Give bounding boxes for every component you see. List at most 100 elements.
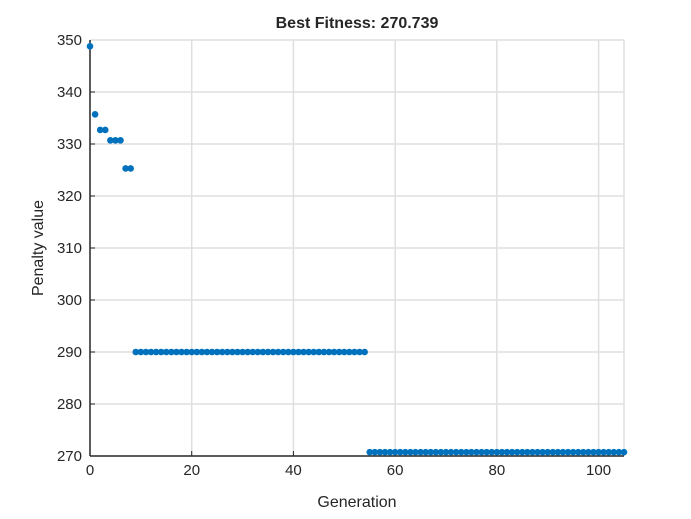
data-point [585, 448, 592, 456]
x-tick-label: 100 [586, 462, 611, 479]
data-point [478, 448, 485, 456]
data-point [346, 348, 353, 356]
data-point [361, 348, 368, 356]
data-point [117, 137, 124, 144]
data-point [412, 448, 419, 456]
data-points [86, 42, 628, 456]
data-point [529, 448, 536, 456]
data-point [468, 448, 475, 456]
data-point [483, 448, 490, 456]
data-point [539, 448, 546, 456]
data-point [427, 448, 435, 456]
x-axis-label: Generation [317, 494, 396, 511]
data-point [488, 448, 496, 456]
data-point [274, 348, 282, 356]
data-point [249, 348, 257, 356]
data-point [300, 348, 307, 356]
data-point [549, 448, 557, 456]
data-point [442, 448, 450, 456]
chart-title: Best Fitness: 270.739 [276, 15, 439, 32]
data-point [198, 348, 206, 356]
data-point [147, 348, 155, 356]
data-point [285, 348, 292, 356]
y-tick-label: 340 [57, 84, 82, 101]
x-tick-label: 0 [86, 462, 94, 479]
data-point [544, 448, 552, 456]
data-point [569, 448, 577, 456]
data-point [244, 348, 251, 356]
y-axis-label: Penalty value [30, 200, 47, 296]
data-point [452, 448, 460, 456]
y-tick-label: 280 [57, 396, 82, 413]
data-point [366, 448, 374, 456]
data-point [503, 448, 511, 456]
data-point [371, 448, 379, 456]
data-point [122, 165, 129, 172]
data-point [96, 126, 104, 134]
data-point [463, 448, 470, 456]
y-tick-label: 320 [57, 188, 82, 205]
data-point [508, 448, 516, 456]
data-point [290, 348, 297, 356]
data-point [188, 348, 196, 356]
data-point [239, 348, 246, 356]
data-point [376, 448, 384, 456]
x-tick-label: 40 [285, 462, 302, 479]
data-point [193, 348, 201, 356]
data-point [162, 348, 170, 356]
data-point [351, 348, 358, 356]
data-point [310, 348, 318, 356]
data-point [493, 448, 501, 456]
x-tick-label: 60 [387, 462, 404, 479]
data-point [208, 348, 216, 356]
x-tick-label: 80 [489, 462, 506, 479]
data-point [86, 42, 94, 50]
data-point [325, 348, 333, 356]
data-point [610, 448, 618, 456]
data-point [132, 348, 140, 356]
data-point [580, 448, 587, 456]
data-point [203, 348, 211, 356]
data-point [137, 348, 145, 356]
data-point [234, 348, 241, 356]
data-point [605, 448, 613, 456]
data-point [142, 348, 150, 356]
y-tick-label: 270 [57, 448, 82, 465]
data-point [264, 348, 272, 356]
data-point [417, 448, 424, 456]
data-point [295, 348, 302, 356]
data-point [173, 348, 180, 356]
data-point [498, 448, 506, 456]
data-point [524, 448, 531, 456]
data-point [574, 448, 582, 456]
data-point [386, 448, 394, 456]
data-point [320, 348, 328, 356]
data-point [356, 348, 363, 356]
data-point [391, 448, 399, 456]
data-point [340, 348, 348, 356]
data-point [168, 348, 175, 356]
y-tick-label: 350 [57, 32, 82, 49]
data-point [315, 348, 323, 356]
data-point [447, 448, 455, 456]
data-point [554, 448, 562, 456]
data-point [590, 448, 597, 456]
data-point [107, 137, 114, 144]
data-point [595, 448, 602, 456]
data-point [600, 448, 607, 456]
data-point [422, 448, 429, 456]
data-point [432, 448, 440, 456]
y-tick-label: 300 [57, 292, 82, 309]
data-point [564, 448, 572, 456]
data-point [152, 348, 160, 356]
data-point [112, 137, 119, 144]
data-point [437, 448, 445, 456]
data-point [259, 348, 267, 356]
y-tick-label: 330 [57, 136, 82, 153]
data-point [218, 348, 226, 356]
data-point [157, 348, 165, 356]
data-point [127, 165, 134, 172]
data-point [279, 348, 287, 356]
data-point [305, 348, 312, 356]
